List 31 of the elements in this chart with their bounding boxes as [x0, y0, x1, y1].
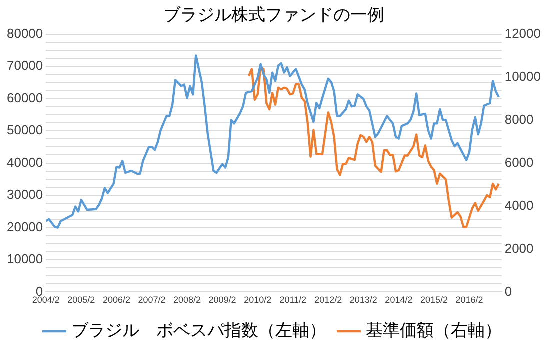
y-tick-label: 30000	[6, 187, 44, 202]
y2-tick-label: 4000	[504, 198, 534, 213]
x-tick-label: 2006/2	[102, 295, 130, 306]
y2-tick-label: 8000	[504, 112, 534, 127]
x-tick-label: 2012/2	[314, 295, 342, 306]
x-tick-label: 2008/2	[174, 295, 202, 306]
x-tick-label: 2007/2	[138, 295, 166, 306]
chart-title: ブラジル株式ファンドの一例	[164, 6, 384, 26]
legend-label: 基準価額（右軸）	[366, 320, 502, 341]
x-tick-label: 2011/2	[280, 295, 307, 306]
y-tick-label: 20000	[6, 219, 44, 234]
y2-tick-label: 6000	[504, 154, 534, 170]
y2-tick-label: 0	[504, 284, 512, 299]
y-tick-label: 60000	[6, 90, 44, 106]
x-tick-label: 2005/2	[68, 295, 96, 306]
x-tick-label: 2004/2	[32, 295, 60, 306]
y-tick-label: 80000	[6, 26, 44, 41]
legend-label: ブラジル ボベスパ指数（左軸）	[72, 320, 326, 341]
y2-tick-label: 12000	[504, 26, 542, 41]
x-tick-label: 2015/2	[420, 295, 448, 306]
y2-tick-label: 10000	[504, 68, 542, 84]
x-tick-label: 2016/2	[456, 295, 484, 306]
x-tick-label: 2009/2	[208, 295, 236, 306]
y-tick-label: 70000	[6, 58, 44, 74]
x-tick-label: 2013/2	[350, 295, 378, 306]
y-tick-label: 50000	[6, 122, 44, 138]
x-tick-label: 2010/2	[244, 295, 272, 306]
y2-tick-label: 2000	[504, 240, 534, 256]
y-tick-label: 40000	[6, 154, 44, 170]
y-tick-label: 10000	[6, 252, 44, 267]
x-tick-label: 2014/2	[385, 295, 413, 306]
